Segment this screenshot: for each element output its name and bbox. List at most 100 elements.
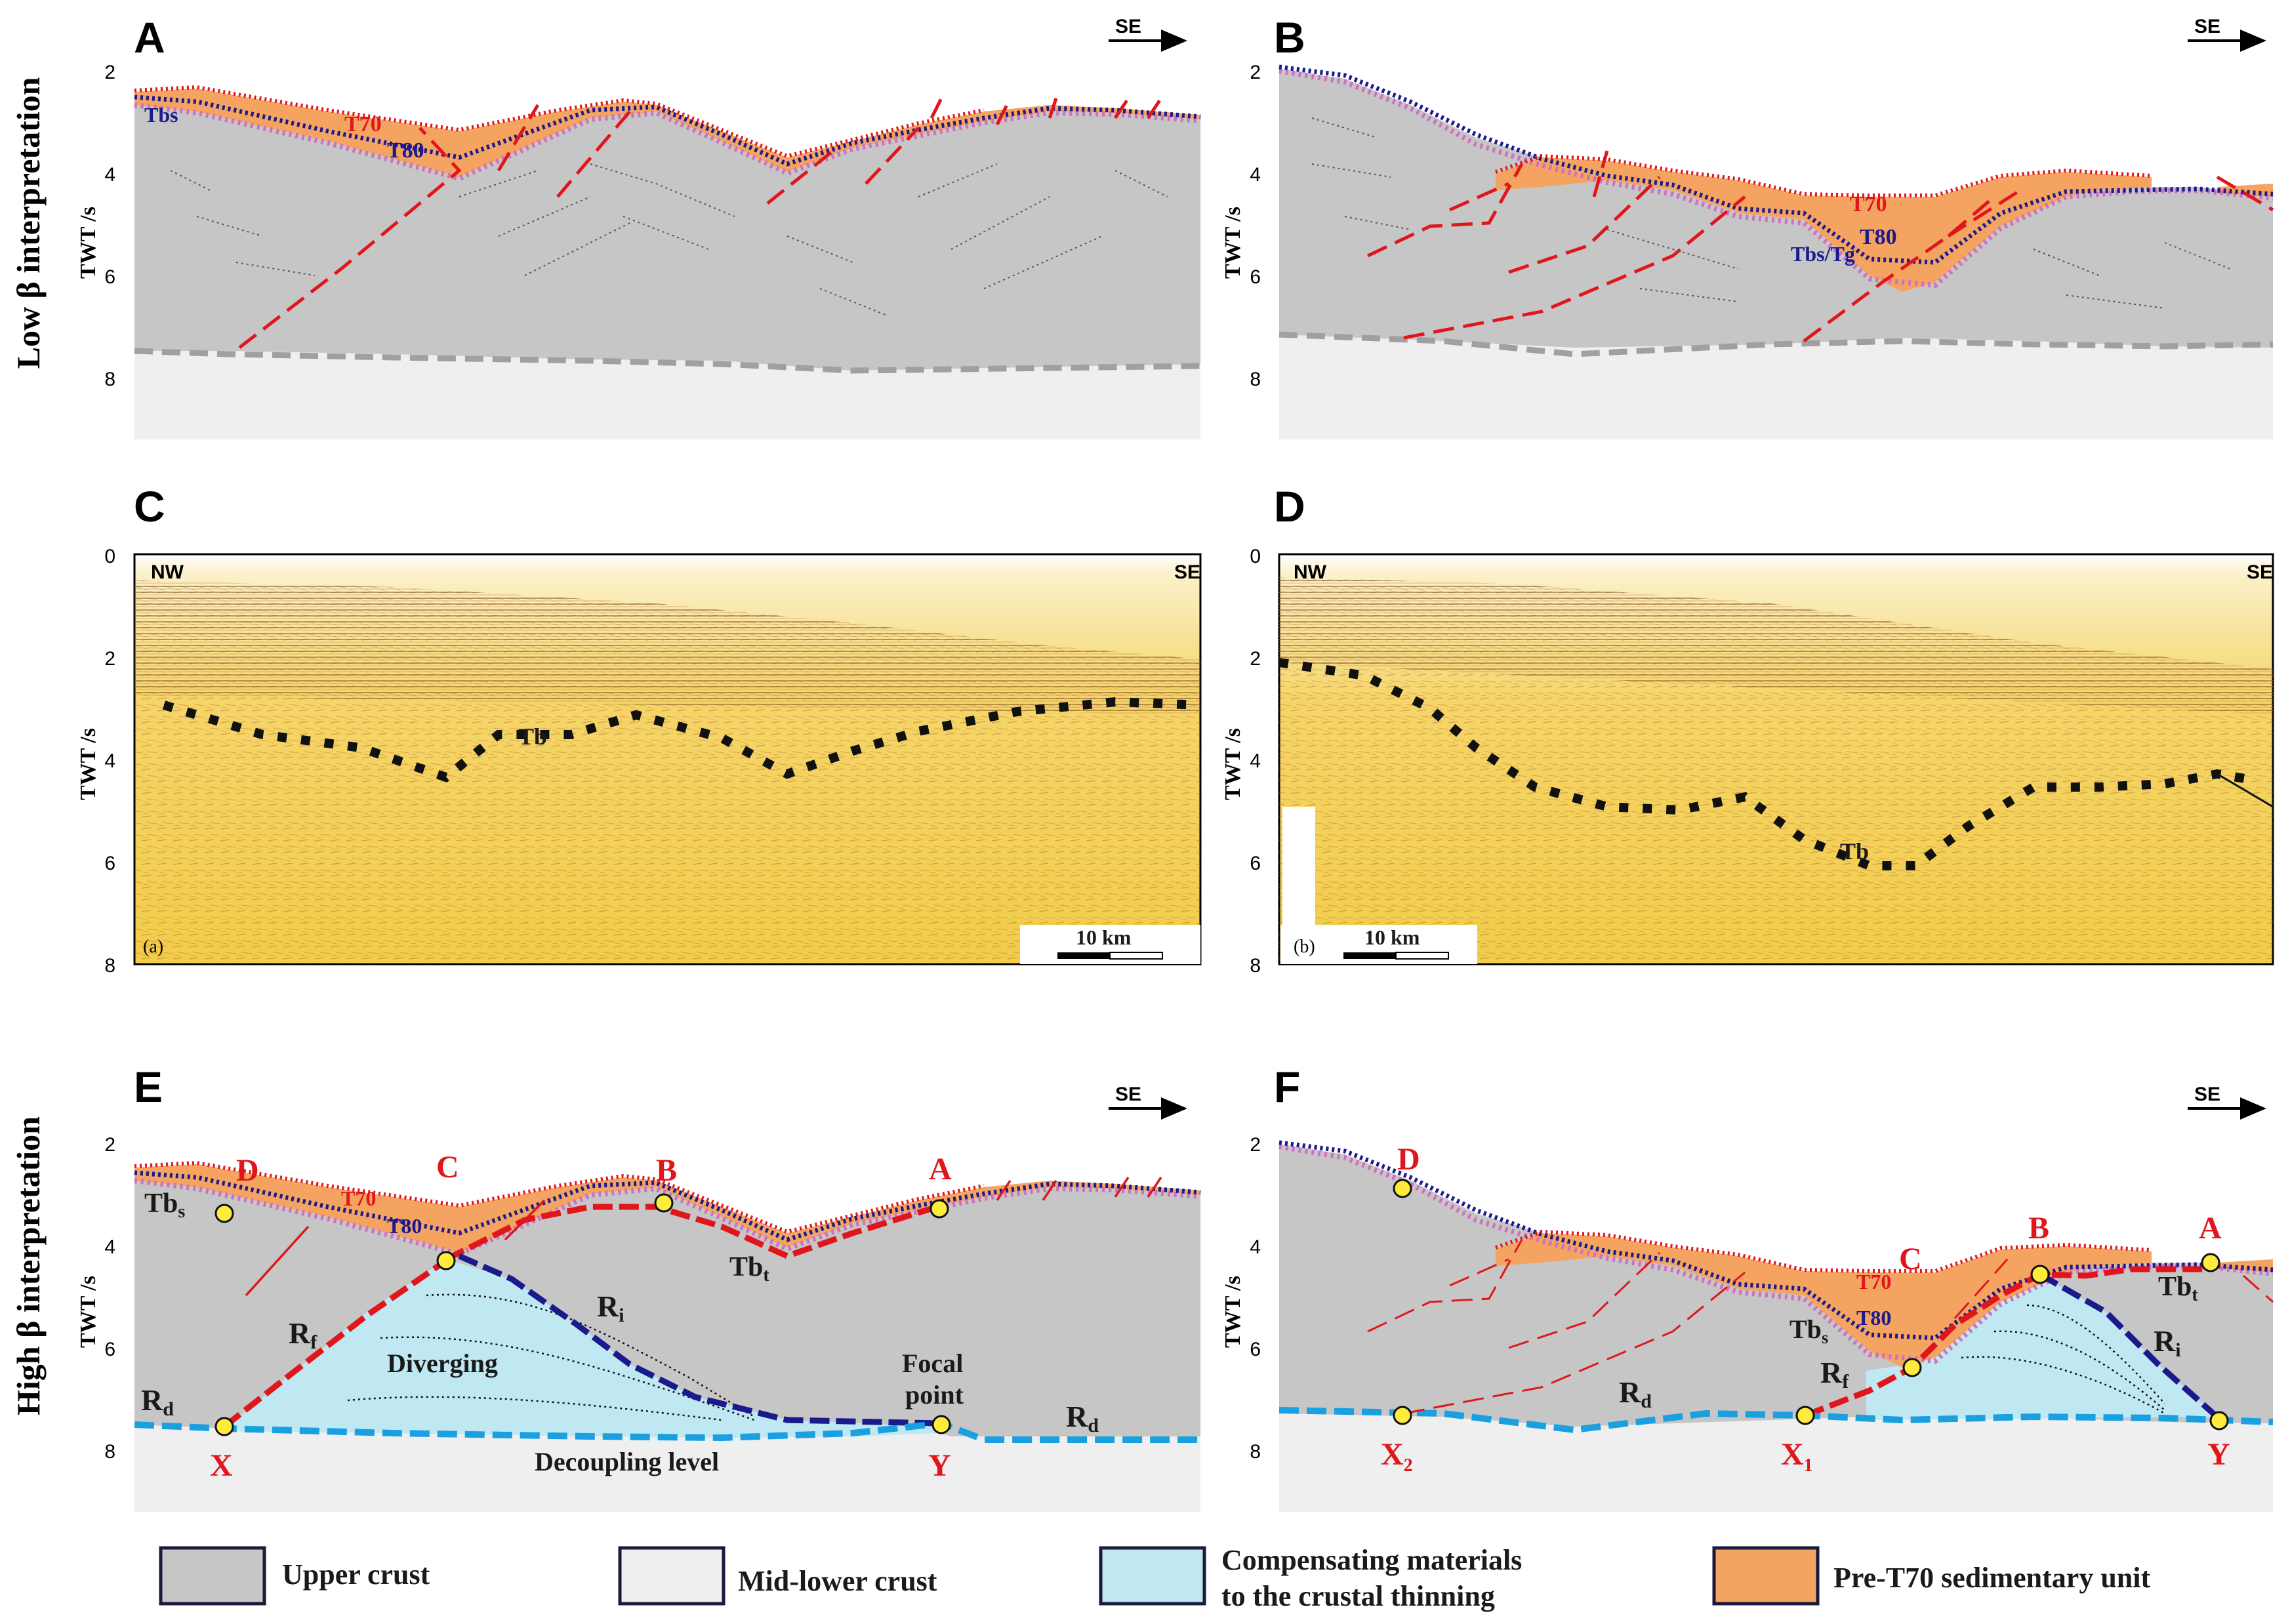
tick-a-6: 6 — [104, 266, 115, 288]
label-x1-f: X1 — [1781, 1437, 1813, 1476]
rf-tbt-line-f — [1804, 1266, 2211, 1419]
panel-label-c: C — [134, 482, 165, 531]
direction-label-e: SE — [1115, 1084, 1141, 1105]
label-b-e: B — [656, 1153, 677, 1188]
point-x1-f — [1795, 1406, 1815, 1425]
ri-line-e — [458, 1253, 939, 1427]
legend: Upper crust Mid-lower crust Compensating… — [159, 1544, 2150, 1612]
scale-bar-white-c — [1109, 952, 1163, 960]
seismic-layers-c — [134, 580, 1200, 715]
label-tbs-a: Tbs — [144, 103, 178, 127]
horizon-t80-f — [1278, 1140, 2274, 1341]
faults-b — [1366, 150, 2274, 342]
horizon-t70-f — [1495, 1229, 2152, 1273]
faults-a — [238, 91, 1163, 349]
tick-f-6: 6 — [1250, 1339, 1261, 1360]
horizon-t80-b — [1278, 64, 2274, 265]
sediment-b — [1496, 157, 2152, 292]
label-y-e: Y — [928, 1448, 951, 1483]
crust-boundary-a — [134, 348, 1201, 374]
sublabel-d: (b) — [1294, 937, 1315, 957]
dir-nw-c: NW — [151, 561, 184, 583]
dir-se-c: SE — [1174, 561, 1200, 583]
horizon-t70-b — [1495, 153, 2152, 197]
panel-b: B SE TWT /s 2 4 6 8 T70 — [1221, 13, 2274, 439]
legend-label-compensating-1: Compensating materials — [1221, 1544, 1522, 1576]
tick-b-8: 8 — [1250, 369, 1261, 390]
tick-c-0: 0 — [104, 546, 115, 567]
label-tb-c: Tb — [518, 723, 547, 750]
legend-swatch-sediment — [1712, 1546, 1820, 1606]
label-focal-1-e: Focal — [902, 1349, 963, 1378]
legend-label-compensating-2: to the crustal thinning — [1221, 1580, 1495, 1612]
point-b-e — [654, 1193, 674, 1213]
label-rd-e2: Rd — [1066, 1400, 1099, 1436]
legend-swatch-compensating — [1099, 1546, 1206, 1606]
faults-e — [245, 1177, 1162, 1297]
horizon-t70-e — [134, 1160, 985, 1234]
point-x-e — [215, 1417, 234, 1436]
label-t80-b: T80 — [1860, 225, 1897, 249]
horizon-t80-e — [134, 1170, 1201, 1242]
scale-label-c: 10 km — [1076, 925, 1132, 949]
label-a-e: A — [929, 1152, 952, 1187]
sediment-a — [134, 89, 1200, 177]
rf-line-e — [222, 1258, 448, 1429]
horizon-tb-d-tail — [2217, 773, 2274, 808]
label-decoupling-e: Decoupling level — [535, 1447, 719, 1476]
point-d-e — [215, 1204, 234, 1223]
tick-f-4: 4 — [1250, 1236, 1261, 1258]
label-tbs-f: Tbs — [1789, 1314, 1828, 1347]
label-ri-e: Ri — [597, 1289, 624, 1326]
panel-label-a: A — [134, 13, 165, 62]
compensating-e — [223, 1259, 938, 1438]
tick-f-2: 2 — [1250, 1134, 1261, 1156]
axis-label-b: TWT /s — [1221, 207, 1245, 279]
mid-lower-crust-f — [1279, 1404, 2273, 1512]
legend-swatch-upper-crust — [159, 1546, 266, 1606]
tick-c-4: 4 — [104, 750, 115, 772]
legend-label-upper-crust: Upper crust — [282, 1558, 430, 1591]
tick-c-2: 2 — [104, 648, 115, 670]
diverging-lines-f — [1961, 1304, 2165, 1415]
side-label-low: Low β interpretation — [10, 77, 47, 369]
tick-a-2: 2 — [104, 62, 115, 83]
tick-e-2: 2 — [104, 1134, 115, 1156]
label-d-e: D — [236, 1153, 259, 1188]
arrow-head-icon — [2240, 1097, 2266, 1120]
panel-d: D TWT /s 0 2 4 6 8 NW SE Tb (b) 10 km — [1221, 482, 2274, 977]
label-b-f: B — [2028, 1211, 2049, 1246]
label-focal-2-e: point — [905, 1380, 964, 1410]
tick-c-6: 6 — [104, 853, 115, 874]
label-tbt-e: Tbt — [729, 1252, 769, 1286]
label-t80-a: T80 — [387, 138, 424, 163]
tick-d-6: 6 — [1250, 853, 1261, 874]
label-t80-f: T80 — [1856, 1306, 1891, 1330]
point-y-e — [931, 1415, 951, 1434]
scale-bar-white-d — [1395, 952, 1449, 960]
point-a-e — [930, 1199, 949, 1219]
tick-a-4: 4 — [104, 164, 115, 186]
panel-label-e: E — [134, 1063, 163, 1111]
tick-d-0: 0 — [1250, 546, 1261, 567]
internal-reflectors-a — [170, 163, 1168, 315]
scale-label-d: 10 km — [1364, 925, 1420, 949]
control-points-f — [1393, 1179, 2229, 1431]
arrow-head-icon — [2240, 30, 2266, 52]
panel-e: E SE TWT /s 2 4 6 8 — [76, 1063, 1201, 1512]
panel-a: A SE TWT /s 2 4 6 8 — [76, 13, 1201, 439]
tick-d-8: 8 — [1250, 955, 1261, 977]
tick-d-4: 4 — [1250, 750, 1261, 772]
label-x2-f: X2 — [1381, 1437, 1413, 1476]
tick-e-6: 6 — [104, 1339, 115, 1360]
panel-f: F SE TWT /s 2 4 6 8 — [1221, 1063, 2274, 1512]
tbt-line-e — [444, 1202, 943, 1263]
point-y-f — [2209, 1411, 2229, 1431]
axis-label-a: TWT /s — [76, 207, 100, 279]
sediment-e — [134, 1164, 1200, 1253]
upper-crust-b — [1279, 69, 2273, 348]
label-rd-f: Rd — [1619, 1375, 1652, 1412]
horizon-tb-c — [162, 697, 1201, 782]
tick-b-2: 2 — [1250, 62, 1261, 83]
